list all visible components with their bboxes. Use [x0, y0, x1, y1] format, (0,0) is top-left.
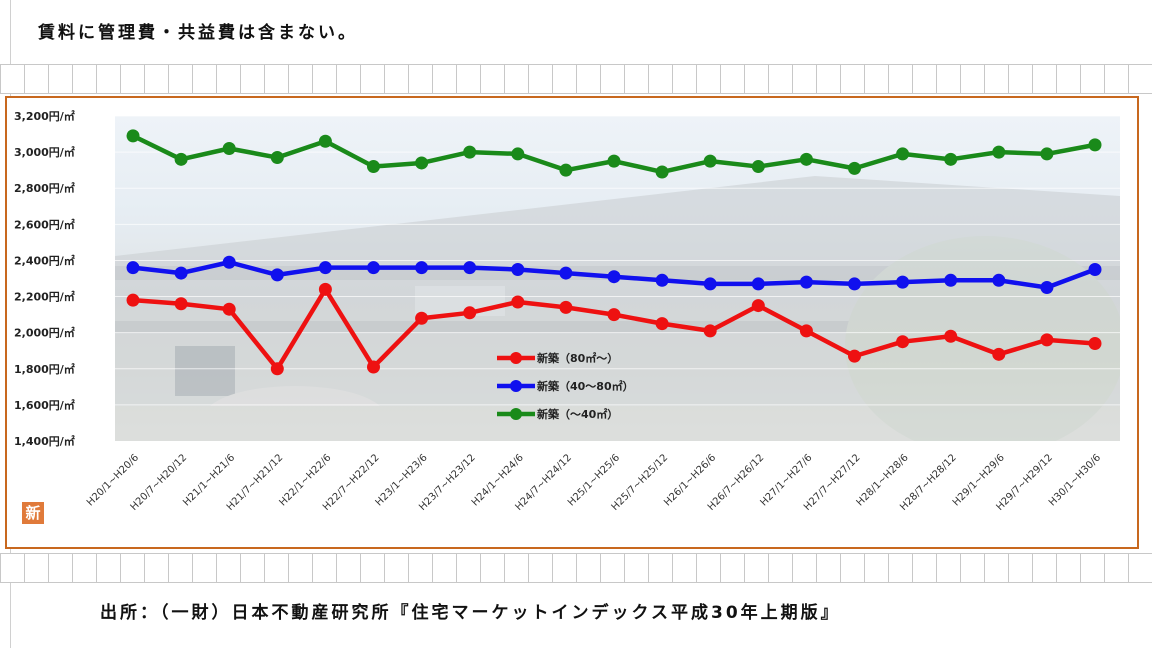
new-build-badge: 新	[22, 502, 44, 524]
data-point	[799, 152, 813, 166]
data-point	[1040, 147, 1054, 161]
data-point	[1088, 138, 1102, 152]
data-point	[222, 142, 236, 155]
data-point	[607, 308, 621, 322]
data-point	[367, 160, 380, 174]
data-point	[896, 147, 910, 161]
data-point	[607, 270, 621, 284]
data-point	[992, 145, 1006, 159]
data-point	[415, 261, 429, 275]
legend-marker	[510, 408, 522, 420]
data-point	[992, 347, 1006, 361]
data-point	[1040, 333, 1054, 347]
gridlines	[115, 115, 1120, 406]
data-point	[607, 154, 621, 168]
data-point	[1040, 281, 1054, 295]
spreadsheet-grid-top	[0, 64, 1152, 94]
data-point	[126, 129, 140, 143]
data-point	[655, 165, 669, 179]
data-point	[944, 329, 958, 343]
data-point	[896, 335, 910, 349]
data-point	[703, 154, 717, 168]
data-point	[751, 277, 765, 291]
data-point	[270, 151, 284, 165]
data-point	[799, 324, 813, 338]
data-point	[1088, 262, 1102, 276]
data-point	[848, 277, 861, 291]
data-point	[174, 152, 188, 166]
data-point	[703, 277, 717, 291]
data-point	[944, 152, 958, 166]
data-point	[222, 255, 236, 269]
data-point	[559, 163, 573, 177]
legend-label: 新築（～40㎡）	[537, 407, 618, 421]
y-tick-label: 3,000円/㎡	[14, 145, 75, 159]
y-tick-label: 2,600円/㎡	[14, 217, 75, 231]
data-point	[126, 261, 140, 275]
y-tick-label: 1,400円/㎡	[14, 434, 75, 448]
legend-marker	[510, 380, 522, 392]
data-point	[703, 324, 717, 338]
x-tick-label: H30/1~H30/6	[1047, 452, 1103, 508]
y-tick-label: 2,800円/㎡	[14, 181, 75, 195]
data-point	[415, 156, 429, 170]
data-point	[270, 268, 284, 282]
y-tick-label: 3,200円/㎡	[14, 109, 75, 123]
data-point	[463, 261, 477, 275]
series-lines	[126, 129, 1102, 376]
data-point	[318, 134, 332, 148]
data-point	[511, 147, 525, 161]
y-axis-ticks: 3,200円/㎡ 3,000円/㎡ 2,800円/㎡ 2,600円/㎡ 2,400円/㎡…	[14, 109, 75, 448]
y-tick-label: 2,000円/㎡	[14, 326, 75, 340]
data-point	[367, 360, 380, 374]
legend: 新築（80㎡～） 新築（40～80㎡） 新築（～40㎡）	[497, 351, 634, 421]
data-point	[896, 275, 910, 289]
source-citation: 出所：（一財）日本不動産研究所『住宅マーケットインデックス平成30年上期版』	[100, 603, 841, 623]
data-point	[511, 295, 525, 309]
data-point	[1088, 337, 1102, 350]
data-point	[655, 273, 669, 287]
data-point	[799, 275, 813, 289]
data-point	[751, 160, 765, 174]
spreadsheet-grid-bottom	[0, 553, 1152, 583]
data-point	[848, 349, 861, 363]
legend-label: 新築（40～80㎡）	[537, 379, 634, 393]
data-point	[559, 266, 573, 280]
data-point	[174, 266, 188, 280]
data-point	[270, 362, 284, 376]
data-point	[751, 299, 765, 313]
legend-marker	[510, 352, 522, 364]
data-point	[463, 306, 477, 320]
data-point	[848, 161, 861, 175]
data-point	[944, 273, 958, 287]
data-point	[126, 293, 140, 307]
y-tick-label: 1,800円/㎡	[14, 362, 75, 376]
data-point	[318, 282, 332, 296]
data-point	[463, 145, 477, 159]
data-point	[367, 261, 380, 275]
data-point	[559, 300, 573, 314]
data-point	[992, 273, 1006, 287]
legend-label: 新築（80㎡～）	[537, 351, 618, 365]
rent-note: 賃料に管理費・共益費は含まない。	[38, 23, 358, 43]
data-point	[222, 302, 236, 316]
y-tick-label: 1,600円/㎡	[14, 398, 75, 412]
x-axis-ticks: H20/1~H20/6H20/7~H20/12H21/1~H21/6H21/7~…	[85, 452, 1103, 513]
data-point	[318, 261, 332, 275]
y-tick-label: 2,200円/㎡	[14, 290, 75, 304]
data-point	[511, 262, 525, 276]
data-point	[655, 317, 669, 331]
y-tick-label: 2,400円/㎡	[14, 253, 75, 267]
data-point	[415, 311, 429, 325]
data-point	[174, 297, 188, 311]
